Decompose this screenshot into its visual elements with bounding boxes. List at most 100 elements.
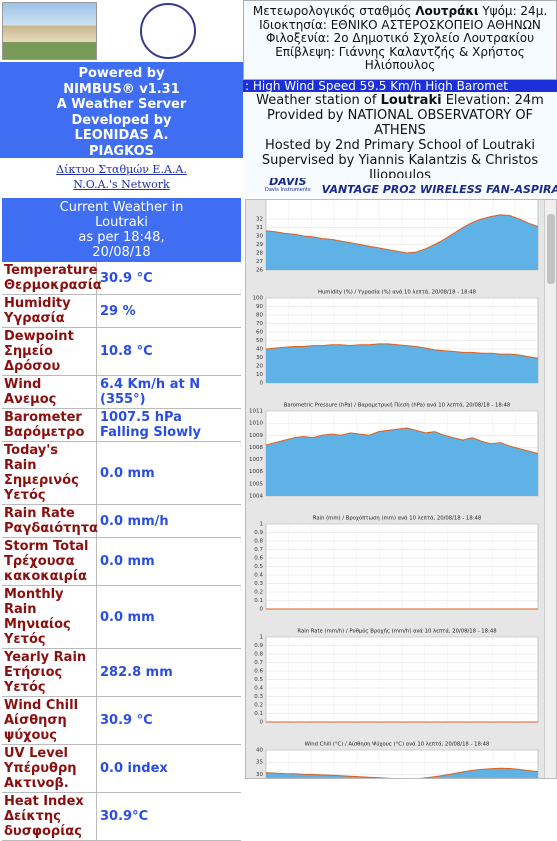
value-line: 1007.5 hPa [100,410,182,425]
y-tick-label: 0.7 [254,547,263,553]
y-tick-label: 32 [256,217,263,223]
y-tick-label: 0.2 [254,590,263,596]
chart-title: Rain (mm) / Βροχόπτωση (mm) ανά 10 λεπτά… [313,515,482,522]
school-logo [140,3,196,59]
label-line: Υγρασία [4,311,65,326]
text: Μετεωρολογικός σταθμός [252,4,416,18]
line [265,343,539,359]
row-label: Heat Index Δείκτης δυσφορίας [2,793,97,840]
label-line: Υετός [4,680,46,695]
label-line: κακοκαιρία [4,569,87,584]
powered-line: NIMBUS® v1.31 [63,81,180,97]
label-line: Υετός [4,632,46,647]
row-label: Rain Rate Ραγδαιότητα [2,505,98,537]
current-line: 20/08/18 [92,245,151,260]
row-label: Dewpoint Σημείο Δρόσου [2,328,97,375]
table-row: UV Level Υπέρυθρη Ακτινοβ. 0.0 index [2,745,241,793]
label-line: Rain Rate [4,506,75,521]
link[interactable]: N.O.A.'s Network [73,178,170,191]
label-line: Barometer [4,410,82,425]
school-photo [2,2,97,60]
label-line: δυσφορίας [4,824,82,839]
chart-title: Humidity (%) / Υγρασία (%) ανά 10 λεπτά,… [318,289,477,296]
row-value: 0.0 mm [97,442,241,504]
y-tick-label: 0.3 [254,581,263,587]
current-line: as per 18:48, [78,230,165,245]
y-tick-label: 0.8 [254,652,263,658]
label-line: Ετήσιος [4,665,63,680]
label-line: Today's Rain [4,443,58,473]
line [265,214,539,254]
label-line: ψύχους [4,728,57,743]
row-value: 0.0 index [97,745,241,792]
row-value: 6.4 Km/h at N (355°) [97,376,241,408]
marquee: : High Wind Speed 59.5 Km/h High Baromet [243,80,557,92]
y-tick-label: 0.4 [254,686,263,692]
y-tick-label: 29 [256,242,263,248]
scroll-thumb[interactable] [547,214,555,284]
value-line: 30.9°C [100,809,149,824]
row-value: 30.9°C [97,793,241,840]
y-tick-label: 0 [260,720,264,726]
y-tick-label: 20 [256,364,263,370]
row-label: Barometer Βαρόμετρο [2,409,97,441]
table-row: Heat Index Δείκτης δυσφορίας 30.9°C [2,793,241,841]
chart: Rain (mm) / Βροχόπτωση (mm) ανά 10 λεπτά… [254,515,539,613]
y-tick-label: 0.2 [254,703,263,709]
row-value: 10.8 °C [97,328,241,375]
powered-line: A Weather Server [56,97,187,112]
y-tick-label: 60 [256,330,263,336]
row-value: 282.8 mm [97,649,241,696]
label-line: Storm Total [4,539,89,554]
label-line: Βαρόμετρο [4,425,85,440]
row-label: Wind Chill Αίσθηση ψύχους [2,697,97,744]
davis-text: VANTAGE PRO2 WIRELESS FAN-ASPIRATED [321,183,557,196]
scrollbar[interactable] [544,200,556,778]
link[interactable]: Δίκτυο Σταθμών Ε.Α.Α. [56,163,187,176]
value-line: 6.4 Km/h at N [100,377,201,392]
current-box: Current Weather in Loutraki as per 18:48, 2… [2,198,241,262]
table-row: Monthly Rain Μηνιαίος Υετός 0.0 mm [2,586,241,649]
y-tick-label: 1005 [249,481,263,487]
powered-line: Developed by [71,112,172,128]
y-tick-label: 30 [256,772,263,778]
row-label: Temperature Θερμοκρασία [2,262,102,294]
table-row: Yearly Rain Ετήσιος Υετός 282.8 mm [2,649,241,697]
label-line: Δείκτης [4,809,61,824]
chart-title: Barometric Pressure (hPa) / Βαρομετρική … [284,402,511,409]
label-line: Dewpoint [4,329,74,344]
y-tick-label: 1010 [249,421,263,427]
label-line: Heat Index [4,794,84,809]
powered-box: Powered by NIMBUS® v1.31 A Weather Server D… [0,62,243,159]
value-line: 0.0 mm [100,465,155,481]
row-value: 29 % [97,295,241,327]
table-row: Barometer Βαρόμετρο 1007.5 hPa Falling Slow… [2,409,241,442]
label-line: Δρόσου [4,359,61,374]
value-line: (355°) [100,392,146,407]
row-value: 0.0 mm [97,586,241,648]
chart: Rain Rate (mm/h) / Ρυθμός Βροχής (mm/h) … [254,628,539,726]
chart: Humidity (%) / Υγρασία (%) ανά 10 λεπτά,… [253,289,539,387]
y-tick-label: 40 [256,347,263,353]
y-tick-label: 35 [256,760,263,766]
table-row: Wind Ανεμος 6.4 Km/h at N (355°) [2,376,241,409]
value-line: 30.9 °C [100,270,153,286]
y-tick-label: 0.5 [254,564,263,570]
label-line: Monthly Rain [4,587,64,617]
label-line: Θερμοκρασία [4,278,102,293]
label-line: UV Level [4,746,68,761]
y-tick-label: 50 [256,338,263,344]
table-row: Humidity Υγρασία 29 % [2,295,241,328]
y-tick-label: 1 [260,635,264,641]
table-row: Storm Total Τρέχουσα κακοκαιρία 0.0 mm [2,538,241,586]
row-label: Today's Rain Σημερινός Υετός [2,442,97,504]
greek-info: Μετεωρολογικός σταθμός Λουτράκι Υψόμ: 24… [243,0,557,80]
text: Loutraki [380,93,442,108]
label-line: Wind [4,377,42,392]
y-tick-label: 1009 [249,433,263,439]
powered-line: Powered by [78,66,165,81]
row-value: 1007.5 hPa Falling Slowly [97,409,241,441]
y-tick-label: 31 [256,225,263,231]
y-tick-label: 0.6 [254,556,263,562]
chart: Barometric Pressure (hPa) / Βαρομετρική … [249,402,539,500]
